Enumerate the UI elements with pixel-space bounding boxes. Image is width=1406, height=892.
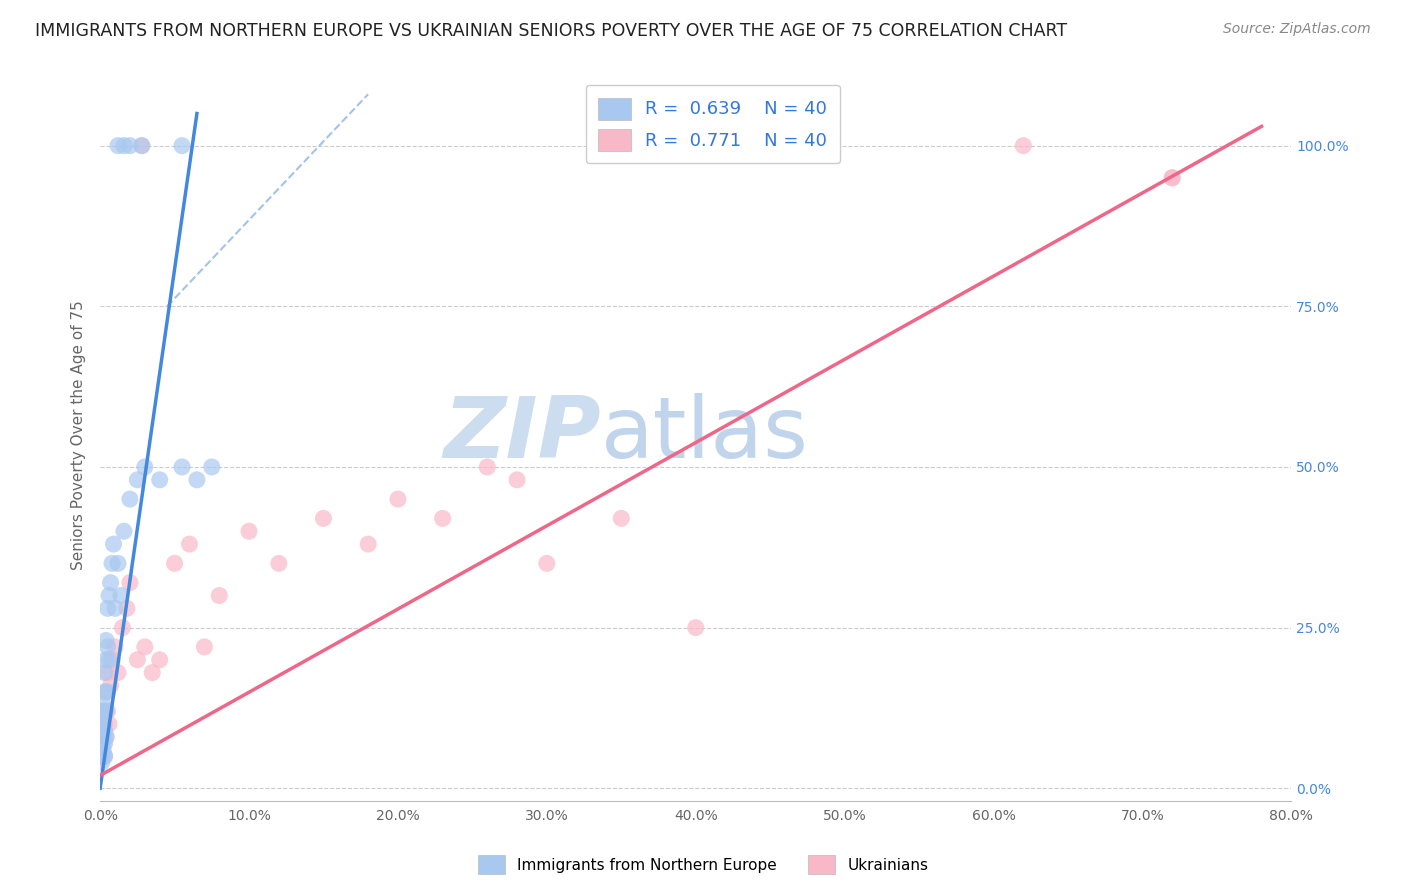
Point xyxy=(101,557,124,571)
Point xyxy=(97,640,120,654)
Legend: Immigrants from Northern Europe, Ukrainians: Immigrants from Northern Europe, Ukraini… xyxy=(471,849,935,880)
Text: ZIP: ZIP xyxy=(443,393,600,476)
Point xyxy=(97,601,120,615)
Point xyxy=(97,665,120,680)
Point xyxy=(134,640,156,654)
Point xyxy=(170,138,193,153)
Point xyxy=(506,473,529,487)
Point xyxy=(149,653,172,667)
Point xyxy=(134,460,156,475)
Point xyxy=(127,473,149,487)
Point xyxy=(90,717,112,731)
Point xyxy=(238,524,260,539)
Point xyxy=(100,575,122,590)
Point xyxy=(90,736,112,750)
Point xyxy=(94,633,117,648)
Point xyxy=(98,589,121,603)
Point xyxy=(610,511,633,525)
Point xyxy=(104,640,127,654)
Point xyxy=(111,621,134,635)
Point xyxy=(104,601,127,615)
Point xyxy=(90,717,112,731)
Point xyxy=(91,704,114,718)
Point xyxy=(115,601,138,615)
Point xyxy=(357,537,380,551)
Point xyxy=(179,537,201,551)
Point xyxy=(90,749,112,764)
Text: atlas: atlas xyxy=(600,393,808,476)
Point xyxy=(163,557,186,571)
Point xyxy=(93,736,115,750)
Point xyxy=(97,685,120,699)
Point xyxy=(93,749,115,764)
Point xyxy=(685,621,707,635)
Point xyxy=(91,730,114,744)
Point xyxy=(432,511,454,525)
Point xyxy=(90,743,112,757)
Point xyxy=(118,575,141,590)
Point xyxy=(93,723,115,738)
Point xyxy=(149,473,172,487)
Point xyxy=(131,138,153,153)
Point xyxy=(97,704,120,718)
Point xyxy=(312,511,335,525)
Point xyxy=(93,704,115,718)
Point xyxy=(93,717,115,731)
Point xyxy=(93,685,115,699)
Point xyxy=(112,524,135,539)
Point xyxy=(91,717,114,731)
Point xyxy=(93,665,115,680)
Y-axis label: Seniors Poverty Over the Age of 75: Seniors Poverty Over the Age of 75 xyxy=(72,300,86,570)
Point xyxy=(94,653,117,667)
Point xyxy=(193,640,215,654)
Point xyxy=(127,653,149,667)
Point xyxy=(110,589,132,603)
Point xyxy=(98,653,121,667)
Point xyxy=(1012,138,1035,153)
Point xyxy=(101,653,124,667)
Point xyxy=(90,730,112,744)
Point xyxy=(91,698,114,712)
Point xyxy=(201,460,224,475)
Point xyxy=(208,589,231,603)
Point xyxy=(107,138,129,153)
Point xyxy=(267,557,290,571)
Point xyxy=(90,704,112,718)
Point xyxy=(91,736,114,750)
Point xyxy=(91,743,114,757)
Point xyxy=(94,730,117,744)
Point xyxy=(94,704,117,718)
Point xyxy=(93,749,115,764)
Point xyxy=(186,473,208,487)
Point xyxy=(90,756,112,770)
Point xyxy=(141,665,163,680)
Point xyxy=(94,730,117,744)
Point xyxy=(90,749,112,764)
Point xyxy=(477,460,499,475)
Point xyxy=(1161,170,1184,185)
Point xyxy=(100,678,122,692)
Point xyxy=(98,717,121,731)
Point xyxy=(118,138,141,153)
Legend: R =  0.639    N = 40, R =  0.771    N = 40: R = 0.639 N = 40, R = 0.771 N = 40 xyxy=(586,85,839,163)
Point xyxy=(94,685,117,699)
Point xyxy=(91,749,114,764)
Point xyxy=(387,492,409,507)
Text: IMMIGRANTS FROM NORTHERN EUROPE VS UKRAINIAN SENIORS POVERTY OVER THE AGE OF 75 : IMMIGRANTS FROM NORTHERN EUROPE VS UKRAI… xyxy=(35,22,1067,40)
Point xyxy=(170,460,193,475)
Point xyxy=(1161,170,1184,185)
Point xyxy=(107,665,129,680)
Point xyxy=(131,138,153,153)
Point xyxy=(103,537,125,551)
Point xyxy=(112,138,135,153)
Text: Source: ZipAtlas.com: Source: ZipAtlas.com xyxy=(1223,22,1371,37)
Point xyxy=(107,557,129,571)
Point xyxy=(118,492,141,507)
Point xyxy=(536,557,558,571)
